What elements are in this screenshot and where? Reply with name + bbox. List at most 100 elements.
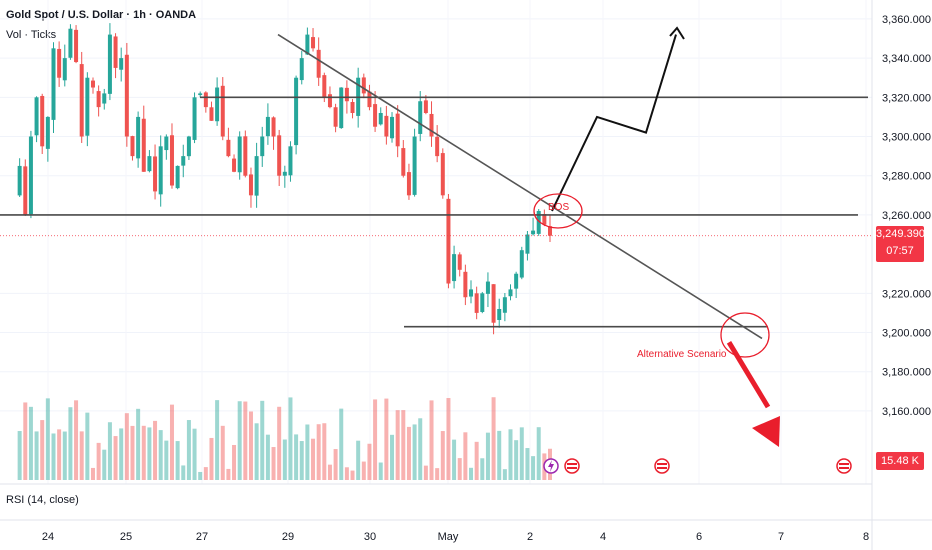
us-flag-icon[interactable] <box>654 458 670 474</box>
volume-bar <box>198 471 203 480</box>
trendline[interactable] <box>277 33 763 340</box>
volume-bar <box>356 440 361 480</box>
bullish-projection-path[interactable] <box>551 34 677 212</box>
candle-body <box>457 254 462 270</box>
us-flag-icon[interactable] <box>564 458 580 474</box>
volume-bar <box>271 447 276 480</box>
chart-title: Gold Spot / U.S. Dollar · 1h · OANDA <box>6 9 197 21</box>
volume-bar <box>181 465 186 480</box>
bearish-projection-arrow[interactable] <box>726 341 771 409</box>
volume-bar <box>406 426 411 480</box>
volume-bar <box>203 467 208 480</box>
candle-body <box>418 101 423 134</box>
volume-bar <box>226 468 231 480</box>
candle-body <box>497 309 502 320</box>
candle-body <box>102 93 107 104</box>
volume-bar <box>469 467 474 480</box>
x-tick-label: 2 <box>527 531 533 543</box>
volume-bar <box>232 444 237 480</box>
bos-label: BOS <box>548 202 569 213</box>
volume-bar <box>333 449 338 480</box>
candle-body <box>153 156 158 192</box>
y-tick-label: 3,280.000 <box>882 171 931 183</box>
volume-bar <box>248 411 253 480</box>
rsi-indicator-label[interactable]: RSI (14, close) <box>6 494 79 506</box>
candle-body <box>440 153 445 196</box>
grid-lines <box>0 0 872 484</box>
volume-bar <box>378 462 383 480</box>
volume-bar <box>136 408 141 480</box>
candle-body <box>96 91 101 108</box>
projection-paths[interactable] <box>551 26 780 447</box>
candle-body <box>548 226 552 236</box>
volume-bar <box>367 443 372 480</box>
candle-body <box>45 116 50 149</box>
candle-body <box>220 85 225 137</box>
horizontal-levels[interactable] <box>0 96 872 328</box>
volume-bars <box>17 397 552 480</box>
candle-body <box>119 58 124 70</box>
volume-bar <box>361 461 366 480</box>
volume-bar <box>130 425 135 480</box>
candle-body <box>480 293 485 312</box>
volume-bar <box>435 468 440 480</box>
volume-bar <box>344 467 349 480</box>
volume-bar <box>209 437 214 480</box>
candle-body <box>68 28 73 58</box>
descending-trendline[interactable] <box>277 33 763 340</box>
bearish-arrowhead <box>752 416 780 447</box>
candle-body <box>243 136 248 176</box>
candle-body <box>508 289 513 297</box>
volume-bar <box>74 400 79 480</box>
volume-bar <box>175 441 180 480</box>
candle-body <box>124 54 129 137</box>
candle-body <box>536 211 541 234</box>
volume-bar <box>243 401 248 480</box>
volume-bar <box>153 420 158 480</box>
candle-body <box>209 107 214 121</box>
volume-bar <box>305 424 310 480</box>
us-flag-icon[interactable] <box>836 458 852 474</box>
candle-body <box>305 34 310 55</box>
volume-bar <box>124 413 129 480</box>
candle-body <box>226 139 231 157</box>
volume-bar <box>463 432 468 480</box>
candle-body <box>361 77 366 94</box>
x-tick-label: 7 <box>778 531 784 543</box>
candle-body <box>186 136 191 157</box>
volume-bar <box>327 464 332 480</box>
candle-body <box>181 156 186 166</box>
volume-bar <box>373 399 378 480</box>
candle-body <box>198 93 203 96</box>
volume-bar <box>68 407 73 480</box>
event-icons[interactable] <box>543 458 852 474</box>
candle-body <box>299 58 304 81</box>
candle-body <box>514 273 519 289</box>
volume-bar <box>254 423 259 480</box>
volume-bar <box>40 420 45 480</box>
candle-body <box>158 146 163 195</box>
x-tick-label: 8 <box>863 531 869 543</box>
candle-body <box>215 87 220 122</box>
volume-bar <box>169 404 174 480</box>
candle-body <box>406 172 411 196</box>
volume-bar <box>457 458 462 480</box>
candle-body <box>34 97 39 136</box>
volume-bar <box>519 427 524 480</box>
volume-bar <box>79 431 84 480</box>
volume-bar <box>113 436 118 480</box>
bos-circle <box>533 193 583 229</box>
volume-bar <box>502 469 507 480</box>
volume-bar <box>339 408 344 480</box>
price-axis[interactable]: 3,360.000 3,340.000 3,320.000 3,300.000 3,28… <box>882 14 931 418</box>
volume-bar <box>316 424 321 480</box>
volume-bar <box>508 429 513 480</box>
volume-bar <box>85 412 90 480</box>
candle-body <box>260 136 265 157</box>
time-axis[interactable]: 24 25 27 29 30 May 2 4 6 7 8 <box>42 531 869 543</box>
volume-indicator-label[interactable]: Vol · Ticks <box>6 29 57 41</box>
volume-bar <box>186 420 191 480</box>
x-tick-label: 25 <box>120 531 132 543</box>
current-price-value: 3,249.390 <box>876 228 925 240</box>
